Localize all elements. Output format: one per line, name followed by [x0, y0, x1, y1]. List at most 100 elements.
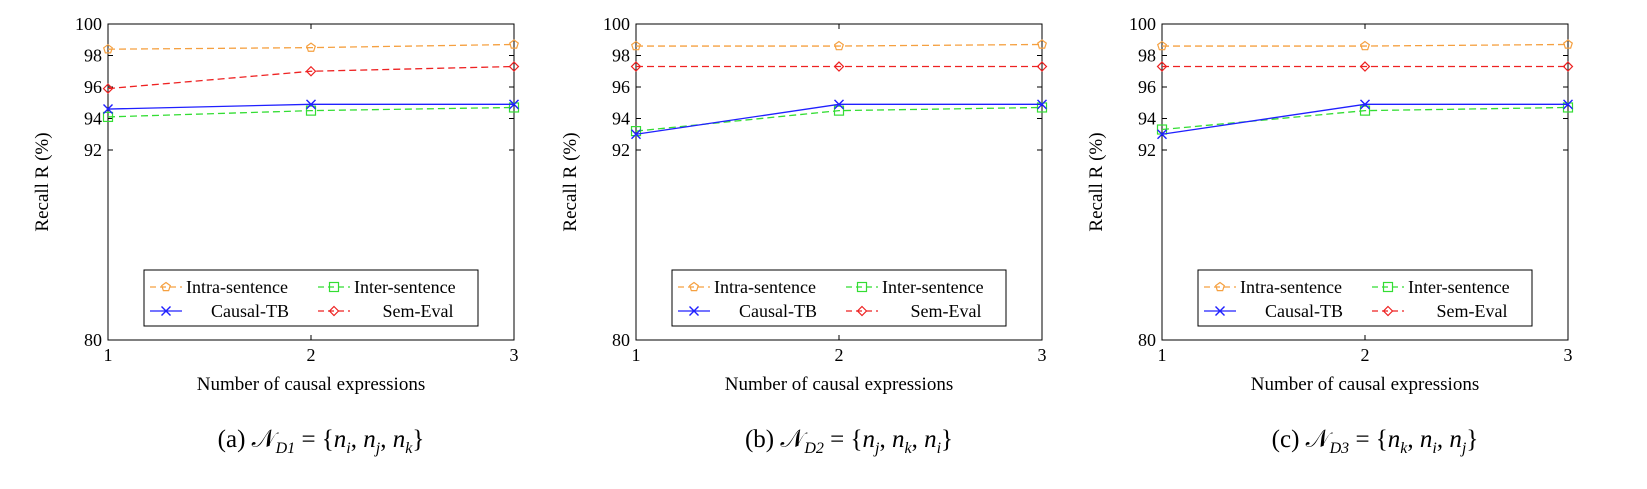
legend-label: Intra-sentence	[186, 277, 288, 297]
data-point	[508, 61, 520, 72]
legend-label: Sem-Eval	[383, 301, 454, 321]
series-inter-sentence	[102, 102, 520, 123]
y-tick-label: 80	[1138, 330, 1156, 350]
data-point	[1563, 39, 1573, 49]
legend-label: Causal-TB	[739, 301, 817, 321]
legend-entry: Sem-Eval	[1372, 301, 1507, 321]
x-tick-label: 2	[307, 345, 316, 365]
legend-entry: Sem-Eval	[318, 301, 453, 321]
y-tick-label: 94	[1138, 109, 1156, 129]
series-sem-eval	[102, 61, 520, 94]
data-point	[631, 129, 641, 140]
legend-entry: Causal-TB	[1204, 301, 1343, 321]
x-tick-label: 2	[835, 345, 844, 365]
series-sem-eval	[630, 61, 1048, 72]
data-point	[306, 99, 316, 110]
series-line	[107, 106, 515, 118]
series-causal-tb	[103, 99, 519, 115]
y-axis-label: Recall R (%)	[560, 132, 581, 231]
y-tick-label: 94	[84, 109, 102, 129]
data-point	[1360, 99, 1370, 110]
y-tick-label: 80	[84, 330, 102, 350]
chart-panel-3: 80 92 94 96 98 100 1 2 3 Number of causal express…	[1086, 14, 1574, 457]
y-tick-label: 100	[75, 14, 102, 34]
x-axis-label: Number of causal expressions	[197, 374, 425, 395]
legend-label: Causal-TB	[211, 301, 289, 321]
legend-marker	[1215, 306, 1225, 316]
legend-marker	[689, 306, 699, 316]
legend-label: Intra-sentence	[714, 277, 816, 297]
x-tick-label: 2	[1361, 345, 1370, 365]
y-tick-label: 98	[1138, 46, 1156, 66]
x-tick-label: 3	[1564, 345, 1573, 365]
series-intra-sentence	[1157, 39, 1573, 51]
data-point	[1359, 105, 1371, 116]
legend-box	[143, 269, 479, 327]
chart-panel-2: 80 92 94 96 98 100 1 2 3 Number of causal express…	[560, 14, 1048, 457]
data-point	[1359, 61, 1371, 72]
legend-label: Inter-sentence	[354, 277, 456, 297]
data-point	[630, 61, 642, 72]
data-point	[834, 99, 844, 110]
data-point	[508, 102, 520, 113]
data-point	[1562, 102, 1574, 113]
legend-marker	[856, 305, 868, 317]
series-line	[635, 106, 1043, 132]
legend-entry: Intra-sentence	[678, 277, 816, 297]
data-point	[1156, 61, 1168, 72]
legend-marker	[856, 281, 868, 293]
legend-marker	[1215, 281, 1225, 292]
caption: (a) 𝒩D1 = {ni, nj, nk}	[218, 424, 425, 457]
legend-marker	[689, 281, 699, 292]
legend-marker	[161, 281, 171, 292]
data-point	[103, 43, 113, 54]
legend-entry: Intra-sentence	[150, 277, 288, 297]
legend-marker	[328, 281, 340, 293]
y-tick-label: 96	[1138, 77, 1156, 97]
legend-entry: Sem-Eval	[846, 301, 981, 321]
legend-entry: Inter-sentence	[1372, 277, 1510, 297]
series-line	[1161, 106, 1569, 131]
series-intra-sentence	[631, 39, 1047, 51]
data-point	[833, 61, 845, 72]
series-line	[636, 43, 1043, 47]
x-axis-label: Number of causal expressions	[1251, 374, 1479, 395]
y-tick-label: 100	[603, 14, 630, 34]
series-intra-sentence	[103, 39, 519, 54]
series-sem-eval	[1156, 61, 1574, 72]
data-point	[1562, 61, 1574, 72]
series-line	[107, 65, 515, 90]
y-tick-label: 98	[612, 46, 630, 66]
x-tick-label: 1	[632, 345, 641, 365]
legend-entry: Causal-TB	[678, 301, 817, 321]
series-causal-tb	[631, 99, 1047, 140]
legend-label: Sem-Eval	[911, 301, 982, 321]
y-tick-label: 94	[612, 109, 630, 129]
x-tick-label: 1	[104, 345, 113, 365]
data-point	[1036, 61, 1048, 72]
x-tick-label: 1	[1158, 345, 1167, 365]
x-axis-label: Number of causal expressions	[725, 374, 953, 395]
y-tick-label: 92	[1138, 140, 1156, 160]
data-point	[103, 104, 113, 115]
legend-label: Inter-sentence	[1408, 277, 1510, 297]
data-point	[305, 105, 317, 116]
series-inter-sentence	[1156, 102, 1574, 135]
y-tick-label: 92	[612, 140, 630, 160]
legend-marker	[161, 306, 171, 316]
y-tick-label: 100	[1129, 14, 1156, 34]
data-point	[1037, 39, 1047, 49]
series-line	[1162, 43, 1569, 47]
caption: (c) 𝒩D3 = {nk, ni, nj}	[1272, 424, 1479, 457]
legend-marker	[1382, 281, 1394, 293]
data-point	[630, 125, 642, 137]
legend-marker	[328, 305, 340, 317]
series-causal-tb	[1157, 99, 1573, 140]
y-tick-label: 98	[84, 46, 102, 66]
series-line	[107, 43, 515, 50]
data-point	[306, 42, 316, 52]
y-tick-label: 96	[84, 77, 102, 97]
legend-box	[671, 269, 1007, 327]
data-point	[102, 111, 114, 123]
